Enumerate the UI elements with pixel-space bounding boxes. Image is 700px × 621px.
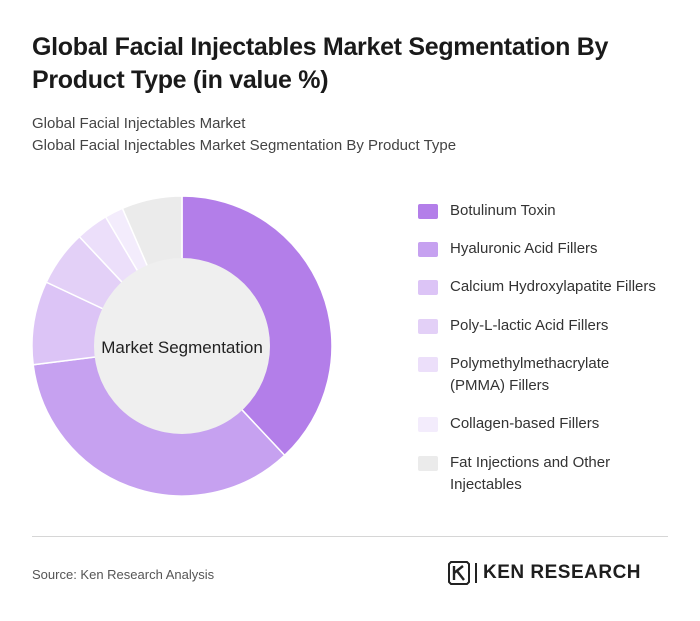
legend-item-collagen-based-fillers: Collagen-based Fillers bbox=[418, 413, 690, 435]
ken-research-logo: KEN RESEARCH bbox=[448, 561, 641, 585]
source-note: Source: Ken Research Analysis bbox=[32, 567, 215, 582]
legend-item-fat-injections-and-other: Fat Injections and Other Injectables bbox=[418, 452, 650, 496]
donut-chart: Market Segmentation bbox=[31, 195, 333, 497]
logo-separator bbox=[475, 563, 477, 583]
footer-divider bbox=[32, 536, 668, 537]
legend-item-poly-l-lactic-acid-fillers: Poly-L-lactic Acid Fillers bbox=[418, 315, 690, 337]
ken-research-logo-icon bbox=[448, 561, 470, 585]
legend-item-pmma-fillers: Polymethylmethacrylate (PMMA) Fillers bbox=[418, 353, 650, 397]
legend-swatch bbox=[418, 456, 438, 471]
legend-label: Botulinum Toxin bbox=[450, 202, 556, 219]
legend-label: Polymethylmethacrylate (PMMA) Fillers bbox=[450, 355, 610, 394]
center-label: Market Segmentation bbox=[101, 338, 263, 357]
subtitle-line-1: Global Facial Injectables Market bbox=[32, 115, 246, 132]
donut-hole bbox=[94, 258, 270, 434]
legend-swatch bbox=[418, 357, 438, 372]
legend-swatch bbox=[418, 319, 438, 334]
logo-text: KEN RESEARCH bbox=[483, 562, 642, 583]
legend-swatch bbox=[418, 204, 438, 219]
legend-label: Calcium Hydroxylapatite Fillers bbox=[450, 278, 656, 295]
legend-item-calcium-hydroxylapatite-fillers: Calcium Hydroxylapatite Fillers bbox=[418, 276, 690, 298]
legend-label: Hyaluronic Acid Fillers bbox=[450, 240, 598, 257]
subtitle-line-2: Global Facial Injectables Market Segment… bbox=[32, 137, 457, 154]
legend-label: Fat Injections and Other Injectables bbox=[450, 454, 611, 493]
legend-swatch bbox=[418, 280, 438, 295]
legend-swatch bbox=[418, 417, 438, 432]
chart-title: Global Facial Injectables Market Segment… bbox=[32, 33, 609, 94]
legend-swatch bbox=[418, 242, 438, 257]
legend-label: Poly-L-lactic Acid Fillers bbox=[450, 317, 609, 334]
legend-label: Collagen-based Fillers bbox=[450, 415, 600, 432]
legend-item-botulinum-toxin: Botulinum Toxin bbox=[418, 200, 690, 222]
subtitle-block: Global Facial Injectables Market Global … bbox=[32, 113, 456, 157]
legend-item-hyaluronic-acid-fillers: Hyaluronic Acid Fillers bbox=[418, 238, 690, 260]
